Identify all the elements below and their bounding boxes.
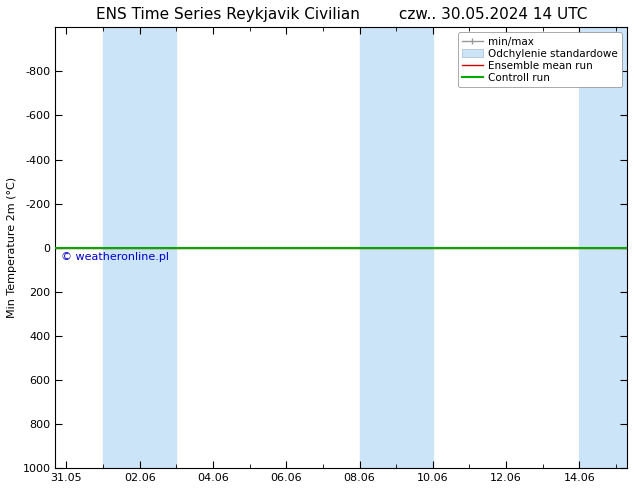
Y-axis label: Min Temperature 2m (°C): Min Temperature 2m (°C) bbox=[7, 177, 17, 318]
Text: © weatheronline.pl: © weatheronline.pl bbox=[61, 252, 169, 262]
Bar bbox=[579, 27, 627, 468]
Legend: min/max, Odchylenie standardowe, Ensemble mean run, Controll run: min/max, Odchylenie standardowe, Ensembl… bbox=[458, 32, 622, 87]
Title: ENS Time Series Reykjavik Civilian        czw.. 30.05.2024 14 UTC: ENS Time Series Reykjavik Civilian czw..… bbox=[96, 7, 587, 22]
Bar bbox=[359, 27, 433, 468]
Bar bbox=[103, 27, 176, 468]
